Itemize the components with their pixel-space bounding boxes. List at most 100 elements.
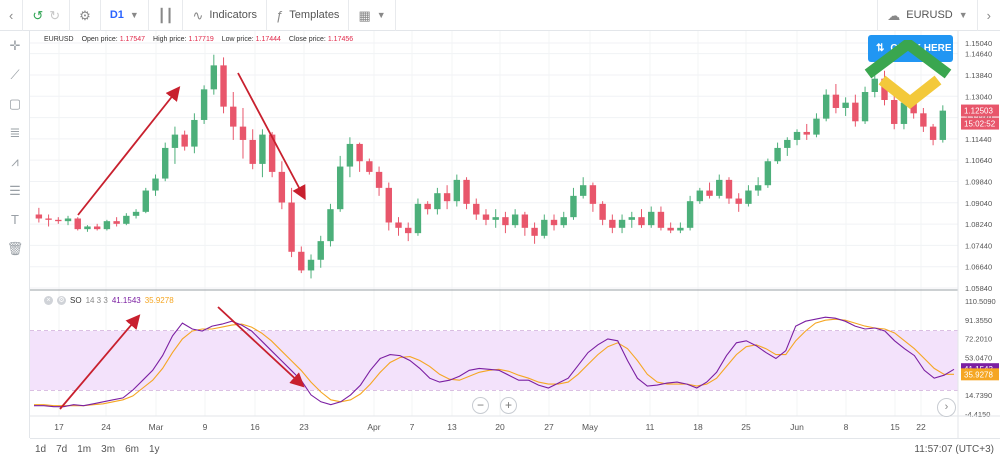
- oscillator-axis: 110.509091.355072.201053.047033.893014.7…: [961, 297, 999, 419]
- candle-body: [103, 221, 111, 230]
- range-1y[interactable]: 1y: [148, 444, 160, 455]
- indicators-button[interactable]: ∿ Indicators: [183, 0, 268, 31]
- delete-tool[interactable]: 🗑: [0, 234, 30, 263]
- candle-body: [123, 215, 130, 224]
- candle-body: [861, 92, 869, 122]
- candle-body: [929, 126, 937, 140]
- candle-body: [716, 179, 723, 196]
- symbol-selector[interactable]: ☁ EURUSD ▼: [877, 0, 976, 31]
- chevron-left-icon: ‹: [9, 7, 14, 23]
- time-tick: 16: [250, 422, 260, 432]
- legend-symbol: EURUSD: [44, 36, 74, 43]
- candle-body: [900, 102, 908, 124]
- chevron-right-icon: ›: [944, 401, 949, 413]
- fib-icon: ☰: [9, 182, 21, 198]
- range-6m[interactable]: 6m: [125, 444, 139, 455]
- candle-body: [822, 94, 830, 119]
- price-axis-bg: [959, 31, 1000, 290]
- candle-body: [638, 217, 645, 226]
- gear-icon: ⚙: [79, 7, 91, 23]
- settings-button[interactable]: ⚙: [70, 0, 101, 31]
- candle-body: [511, 214, 519, 226]
- chevron-down-icon: ▼: [129, 10, 139, 20]
- candle-body: [385, 187, 392, 223]
- back-button[interactable]: ‹: [0, 0, 24, 31]
- candle-body: [589, 185, 597, 204]
- top-toolbar: ‹ ↺ ↻ ⚙ D1 ▼ ┃┃ ∿ Indicators ƒ Templates…: [0, 0, 1000, 31]
- price-chart[interactable]: 1.150401.146401.138401.130401.122401.114…: [30, 31, 1000, 438]
- current-price-text: 1.12503: [964, 107, 993, 116]
- zoom-in-button[interactable]: +: [500, 397, 517, 414]
- time-tick: May: [582, 422, 599, 432]
- oscillator-band: [30, 330, 958, 390]
- calendar-button[interactable]: ▦ ▼: [349, 0, 396, 31]
- range-7d[interactable]: 7d: [56, 444, 68, 455]
- candle-body: [920, 113, 927, 127]
- time-tick: Apr: [367, 422, 380, 432]
- candle-body: [336, 166, 344, 210]
- time-tick: 22: [916, 422, 926, 432]
- candle-body: [813, 118, 820, 135]
- candle-body: [414, 203, 422, 234]
- trendline-tool[interactable]: ⟋: [0, 60, 30, 89]
- range-3m[interactable]: 3m: [101, 444, 116, 455]
- countdown-text: 15:02:52: [964, 120, 996, 129]
- forward-button[interactable]: ›: [976, 0, 1000, 31]
- candle-body: [550, 219, 558, 226]
- indicator-params: 14 3 3: [85, 296, 108, 305]
- candle-body: [696, 190, 704, 202]
- time-tick: Mar: [149, 422, 164, 432]
- chart-type-button[interactable]: ┃┃: [149, 0, 184, 31]
- candle-body: [852, 102, 859, 122]
- candle-body: [628, 217, 635, 220]
- candle-body: [181, 134, 188, 147]
- candle-body: [667, 227, 674, 231]
- candle-body: [171, 134, 179, 148]
- time-tick: 9: [203, 422, 208, 432]
- text-tool[interactable]: T: [0, 205, 30, 234]
- time-tick: 7: [410, 422, 415, 432]
- candle-body: [784, 139, 791, 148]
- candle-body: [473, 203, 480, 215]
- scroll-to-end-button[interactable]: ›: [937, 398, 956, 417]
- candle-body: [618, 219, 626, 228]
- pattern-tool[interactable]: ⩘: [0, 147, 30, 176]
- candle-body: [735, 198, 742, 204]
- range-1d[interactable]: 1d: [35, 444, 47, 455]
- remove-indicator-icon[interactable]: ×: [44, 296, 53, 305]
- candle-body: [162, 147, 169, 179]
- rectangle-tool[interactable]: ▢: [0, 89, 30, 118]
- candle-body: [764, 161, 772, 186]
- interval-selector[interactable]: D1 ▼: [101, 0, 149, 31]
- undo-icon[interactable]: ↺: [32, 7, 44, 23]
- undo-redo-group: ↺ ↻: [23, 0, 71, 31]
- range-1m[interactable]: 1m: [77, 444, 92, 455]
- candle-body: [502, 217, 509, 226]
- candle-body: [191, 119, 198, 147]
- channel-tool[interactable]: ≣: [0, 118, 30, 147]
- stoch-k-line: [34, 316, 955, 408]
- time-tick: 8: [844, 422, 849, 432]
- candle-body: [443, 193, 451, 202]
- zoom-out-button[interactable]: −: [472, 397, 489, 414]
- candle-body: [560, 217, 567, 226]
- crosshair-icon: ✛: [9, 37, 21, 53]
- candle-body: [45, 218, 52, 220]
- legend-close: Close price: 1.17456: [288, 36, 354, 43]
- osc-tick: 91.3550: [965, 316, 992, 325]
- candle-body: [881, 78, 888, 100]
- indicator-settings-icon[interactable]: ⚙: [57, 296, 66, 305]
- templates-button[interactable]: ƒ Templates: [267, 0, 350, 31]
- candle-body: [210, 65, 218, 90]
- candle-body: [482, 214, 490, 220]
- candle-body: [142, 190, 149, 212]
- candle-body: [230, 106, 237, 127]
- candle-body: [55, 219, 62, 222]
- candle-body: [793, 131, 801, 140]
- range-bar: 1d 7d 1m 3m 6m 1y 11:57:07 (UTC+3): [30, 438, 1000, 460]
- redo-icon[interactable]: ↻: [49, 7, 61, 23]
- candle-body: [609, 219, 616, 228]
- fib-tool[interactable]: ☰: [0, 176, 30, 205]
- crosshair-tool[interactable]: ✛: [0, 31, 30, 60]
- candle-body: [832, 94, 840, 108]
